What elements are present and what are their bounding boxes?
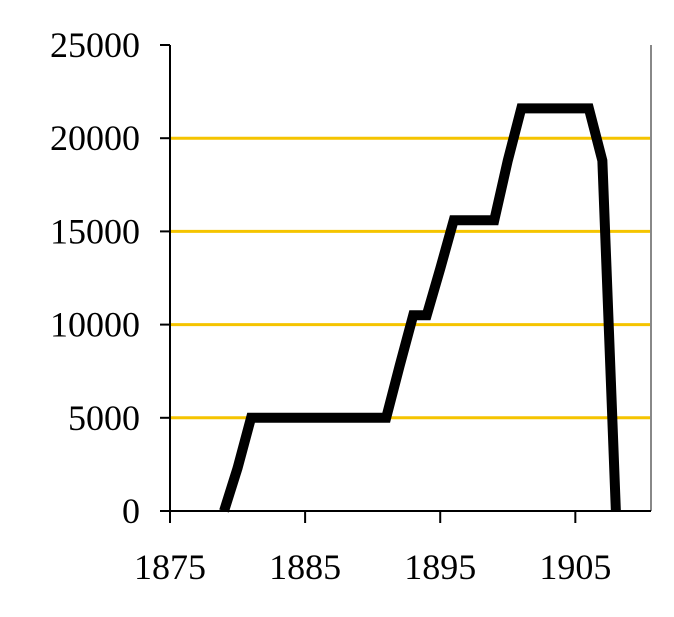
y-tick-label: 10000 [50,305,140,345]
x-tick-label: 1885 [269,547,341,587]
y-tick-label: 5000 [68,398,140,438]
y-tick-label: 15000 [50,211,140,251]
x-tick-label: 1905 [539,547,611,587]
y-tick-label: 0 [122,491,140,531]
y-tick-label: 25000 [50,25,140,65]
x-tick-label: 1875 [134,547,206,587]
y-tick-label: 20000 [50,118,140,158]
line [219,103,621,513]
x-tick-label: 1895 [404,547,476,587]
